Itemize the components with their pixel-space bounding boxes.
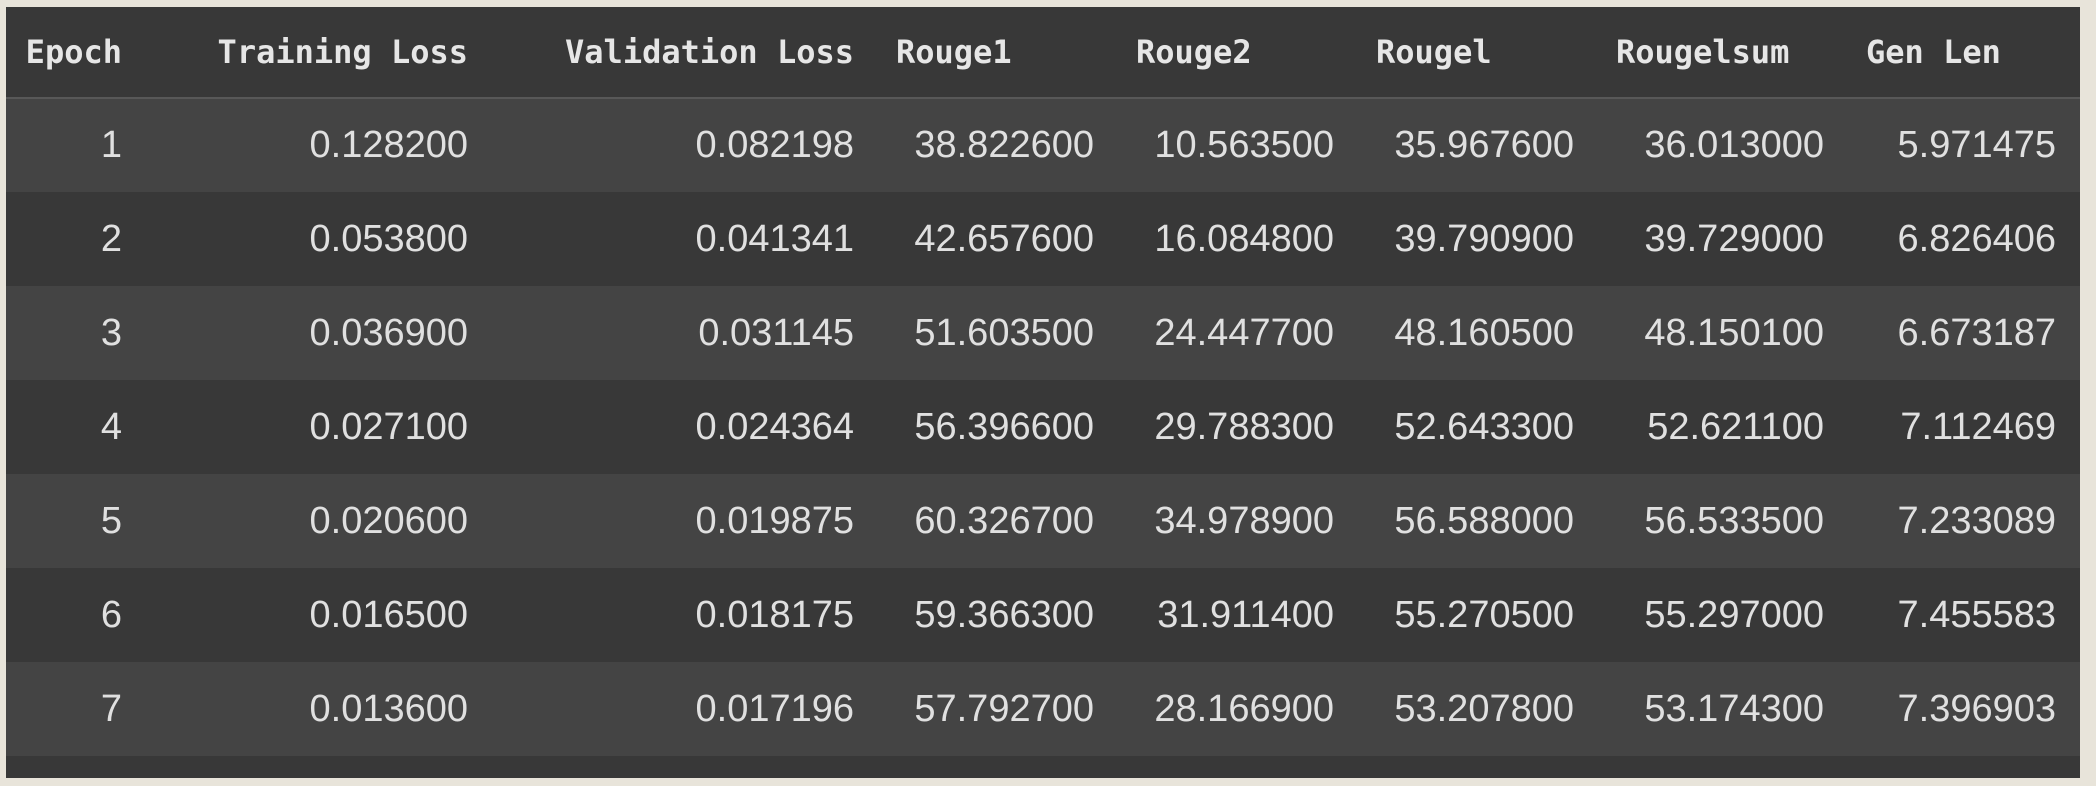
cell-rouge1: 60.326700 [914, 499, 1094, 542]
cell-rouge2: 10.563500 [1154, 124, 1334, 166]
cell-rouge1: 42.657600 [914, 217, 1094, 260]
column-header-rouge1[interactable]: Rouge1 [878, 7, 1118, 99]
cell-rouge2: 34.978900 [1154, 499, 1334, 542]
cell-rougel: 55.270500 [1394, 593, 1574, 636]
cell-validation-loss: 0.041341 [695, 217, 855, 260]
table-row: 2 0.053800 0.041341 42.657600 16.084800 … [6, 192, 2080, 286]
cell-gen-len: 7.455583 [1897, 593, 2057, 636]
cell-rouge2: 29.788300 [1154, 405, 1334, 448]
table-row: 7 0.013600 0.017196 57.792700 28.166900 … [6, 662, 2080, 756]
column-header-rouge2[interactable]: Rouge2 [1118, 7, 1358, 99]
table-row: 1 0.128200 0.082198 38.822600 10.563500 … [6, 98, 2080, 192]
table-row: 6 0.016500 0.018175 59.366300 31.911400 … [6, 568, 2080, 662]
cell-training-loss: 0.013600 [309, 687, 469, 730]
cell-epoch: 3 [100, 311, 122, 354]
cell-validation-loss: 0.082198 [695, 124, 855, 166]
cell-rougelsum: 55.297000 [1644, 593, 1824, 636]
cell-gen-len: 7.396903 [1897, 687, 2057, 730]
table-header-row: Epoch Training Loss Validation Loss Roug… [6, 7, 2080, 99]
cell-epoch: 5 [100, 499, 122, 542]
cell-rouge1: 51.603500 [914, 311, 1094, 354]
cell-rougelsum: 48.150100 [1644, 311, 1824, 354]
cell-rouge1: 59.366300 [914, 593, 1094, 636]
cell-rouge1: 56.396600 [914, 405, 1094, 448]
cell-epoch: 7 [100, 687, 122, 730]
training-results-table: Epoch Training Loss Validation Loss Roug… [6, 7, 2080, 756]
cell-rougelsum: 52.621100 [1647, 405, 1824, 448]
cell-rougelsum: 56.533500 [1644, 499, 1824, 542]
cell-gen-len: 7.112469 [1900, 405, 2056, 448]
cell-rougelsum: 36.013000 [1644, 124, 1824, 166]
cell-rouge2: 31.911400 [1157, 593, 1334, 636]
cell-validation-loss: 0.018175 [695, 593, 855, 636]
cell-epoch: 6 [100, 593, 122, 636]
column-header-rougel[interactable]: Rougel [1358, 7, 1598, 99]
cell-rouge1: 57.792700 [914, 687, 1094, 730]
cell-rouge2: 16.084800 [1154, 217, 1334, 260]
cell-rouge2: 24.447700 [1154, 311, 1334, 354]
cell-rougel: 35.967600 [1394, 124, 1574, 166]
table-bottom-padding [6, 766, 2080, 778]
cell-rougel: 52.643300 [1394, 405, 1574, 448]
cell-epoch: 1 [100, 124, 122, 166]
cell-gen-len: 5.971475 [1897, 124, 2057, 166]
table-row: 5 0.020600 0.019875 60.326700 34.978900 … [6, 474, 2080, 568]
cell-training-loss: 0.128200 [309, 124, 469, 166]
cell-rougel: 48.160500 [1394, 311, 1574, 354]
cell-training-loss: 0.020600 [309, 499, 469, 542]
cell-training-loss: 0.053800 [309, 217, 469, 260]
cell-rougelsum: 53.174300 [1644, 687, 1824, 730]
cell-rouge1: 38.822600 [914, 124, 1094, 166]
cell-validation-loss: 0.024364 [695, 405, 855, 448]
column-header-gen-len[interactable]: Gen Len [1848, 7, 2080, 99]
column-header-epoch[interactable]: Epoch [6, 7, 146, 99]
training-results-table-panel: Epoch Training Loss Validation Loss Roug… [6, 7, 2080, 778]
cell-training-loss: 0.036900 [309, 311, 469, 354]
cell-training-loss: 0.016500 [309, 593, 469, 636]
cell-gen-len: 6.826406 [1897, 217, 2057, 260]
cell-rouge2: 28.166900 [1154, 687, 1334, 730]
cell-epoch: 2 [100, 217, 122, 260]
cell-validation-loss: 0.019875 [695, 499, 855, 542]
cell-rougelsum: 39.729000 [1644, 217, 1824, 260]
column-header-training-loss[interactable]: Training Loss [146, 7, 492, 99]
table-row: 3 0.036900 0.031145 51.603500 24.447700 … [6, 286, 2080, 380]
cell-validation-loss: 0.017196 [695, 687, 855, 730]
table-row: 4 0.027100 0.024364 56.396600 29.788300 … [6, 380, 2080, 474]
column-header-validation-loss[interactable]: Validation Loss [492, 7, 878, 99]
cell-validation-loss: 0.031145 [698, 311, 854, 354]
cell-gen-len: 7.233089 [1897, 499, 2057, 542]
cell-training-loss: 0.027100 [309, 405, 469, 448]
cell-epoch: 4 [100, 405, 122, 448]
cell-gen-len: 6.673187 [1897, 311, 2057, 354]
column-header-rougelsum[interactable]: Rougelsum [1598, 7, 1848, 99]
cell-rougel: 53.207800 [1394, 687, 1574, 730]
cell-rougel: 56.588000 [1394, 499, 1574, 542]
cell-rougel: 39.790900 [1394, 217, 1574, 260]
